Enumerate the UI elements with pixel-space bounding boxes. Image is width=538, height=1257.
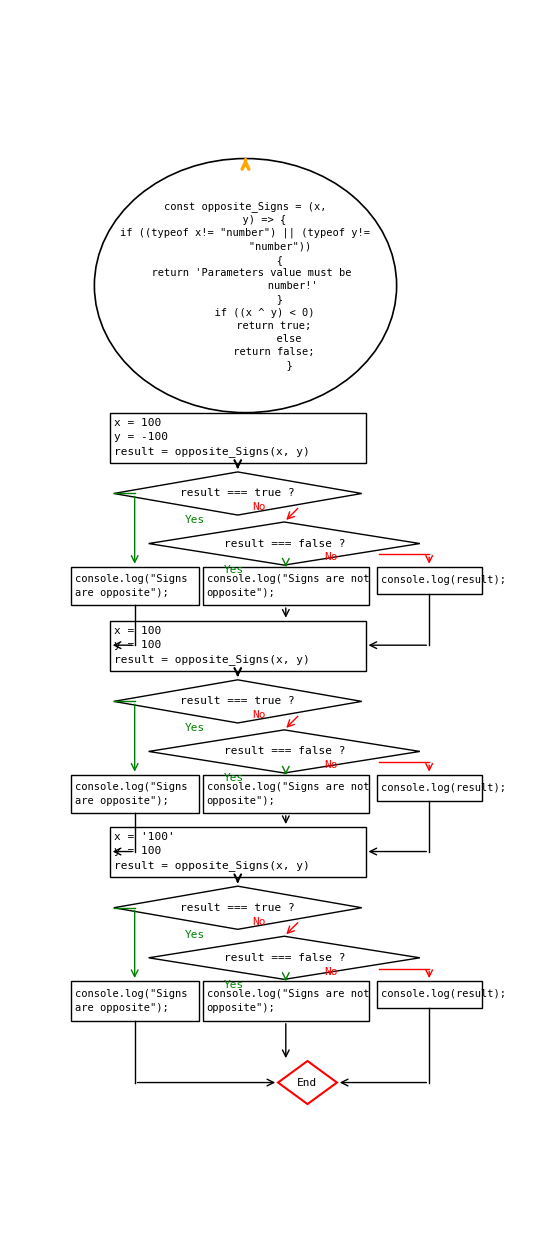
Text: result === true ?: result === true ?: [180, 489, 295, 499]
Bar: [203, 980, 370, 1021]
Text: console.log("Signs are not
opposite");: console.log("Signs are not opposite");: [207, 782, 369, 806]
Text: result === true ?: result === true ?: [180, 903, 295, 913]
Text: console.log(result);: console.log(result);: [381, 576, 506, 585]
Text: No: No: [324, 552, 337, 562]
Text: End: End: [298, 1077, 317, 1087]
Text: No: No: [324, 760, 337, 771]
Text: result === true ?: result === true ?: [180, 696, 295, 706]
Bar: [203, 567, 370, 605]
Polygon shape: [278, 1061, 337, 1104]
Polygon shape: [148, 522, 420, 566]
Polygon shape: [114, 680, 362, 723]
Text: console.log(result);: console.log(result);: [381, 989, 506, 999]
Text: console.log(result);: console.log(result);: [381, 783, 506, 793]
Text: result === false ?: result === false ?: [223, 953, 345, 963]
Bar: [377, 567, 482, 593]
Bar: [377, 774, 482, 802]
Bar: [71, 980, 199, 1021]
Text: console.log("Signs
are opposite");: console.log("Signs are opposite");: [75, 782, 188, 806]
Text: console.log("Signs
are opposite");: console.log("Signs are opposite");: [75, 574, 188, 598]
Bar: [71, 567, 199, 605]
Bar: [110, 827, 366, 877]
Text: x = 100
y = 100
result = opposite_Signs(x, y): x = 100 y = 100 result = opposite_Signs(…: [114, 626, 309, 665]
Text: Yes: Yes: [185, 930, 206, 940]
Text: Yes: Yes: [185, 723, 206, 733]
Polygon shape: [148, 936, 420, 979]
Text: No: No: [253, 503, 266, 513]
Text: No: No: [253, 710, 266, 720]
Bar: [71, 774, 199, 813]
Polygon shape: [114, 886, 362, 929]
Text: const opposite_Signs = (x,
      y) => {
if ((typeof x!= "number") || (typeof y!: const opposite_Signs = (x, y) => { if ((…: [121, 201, 371, 371]
Text: result === false ?: result === false ?: [223, 747, 345, 757]
Bar: [110, 621, 366, 670]
Polygon shape: [114, 471, 362, 515]
Text: Yes: Yes: [224, 979, 244, 989]
Bar: [377, 980, 482, 1008]
Bar: [110, 412, 366, 463]
Text: x = '100'
y = 100
result = opposite_Signs(x, y): x = '100' y = 100 result = opposite_Sign…: [114, 832, 309, 871]
Text: No: No: [253, 916, 266, 926]
Polygon shape: [148, 730, 420, 773]
Text: x = 100
y = -100
result = opposite_Signs(x, y): x = 100 y = -100 result = opposite_Signs…: [114, 419, 309, 458]
Ellipse shape: [94, 158, 397, 412]
Text: console.log("Signs
are opposite");: console.log("Signs are opposite");: [75, 989, 188, 1013]
Text: No: No: [324, 967, 337, 977]
Text: Yes: Yes: [224, 566, 244, 576]
Bar: [203, 774, 370, 813]
Text: result === false ?: result === false ?: [223, 538, 345, 548]
Text: console.log("Signs are not
opposite");: console.log("Signs are not opposite");: [207, 574, 369, 598]
Text: console.log("Signs are not
opposite");: console.log("Signs are not opposite");: [207, 989, 369, 1013]
Text: Yes: Yes: [224, 773, 244, 783]
Text: Yes: Yes: [185, 515, 206, 525]
